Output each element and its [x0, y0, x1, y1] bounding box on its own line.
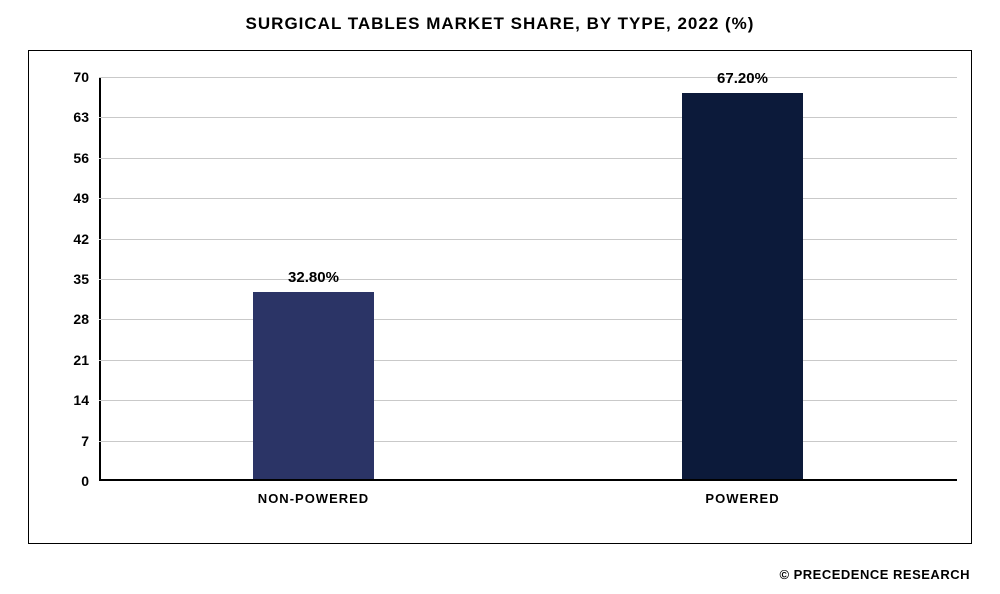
footer-attribution: © PRECEDENCE RESEARCH	[779, 567, 970, 582]
y-tick-label: 49	[73, 190, 89, 206]
bar: 67.20%	[682, 93, 802, 479]
grid-line	[99, 279, 957, 280]
bar: 32.80%	[253, 292, 373, 479]
grid-line	[99, 77, 957, 78]
y-tick-label: 56	[73, 150, 89, 166]
y-tick-label: 63	[73, 109, 89, 125]
y-tick-label: 7	[81, 433, 89, 449]
y-tick-label: 42	[73, 231, 89, 247]
grid-line	[99, 198, 957, 199]
x-tick-label: NON-POWERED	[258, 491, 369, 506]
y-tick-label: 70	[73, 69, 89, 85]
bar-value-label: 32.80%	[288, 269, 339, 286]
grid-line	[99, 117, 957, 118]
grid-line	[99, 319, 957, 320]
grid-line	[99, 441, 957, 442]
chart-title: SURGICAL TABLES MARKET SHARE, BY TYPE, 2…	[0, 0, 1000, 42]
grid-line	[99, 239, 957, 240]
x-tick-label: POWERED	[705, 491, 779, 506]
y-tick-label: 0	[81, 473, 89, 489]
bar-value-label: 67.20%	[717, 70, 768, 87]
y-tick-label: 14	[73, 392, 89, 408]
grid-line	[99, 360, 957, 361]
plot-area: 0714212835424956637032.80%NON-POWERED67.…	[99, 77, 957, 481]
y-tick-label: 28	[73, 311, 89, 327]
chart-frame: 0 7 14 21 28 35 42 49 56 63 70 32.80% NON-POWERED 67.…	[28, 50, 972, 544]
x-axis	[99, 479, 957, 481]
y-tick-label: 21	[73, 352, 89, 368]
grid-line	[99, 400, 957, 401]
grid-line	[99, 158, 957, 159]
y-tick-label: 35	[73, 271, 89, 287]
